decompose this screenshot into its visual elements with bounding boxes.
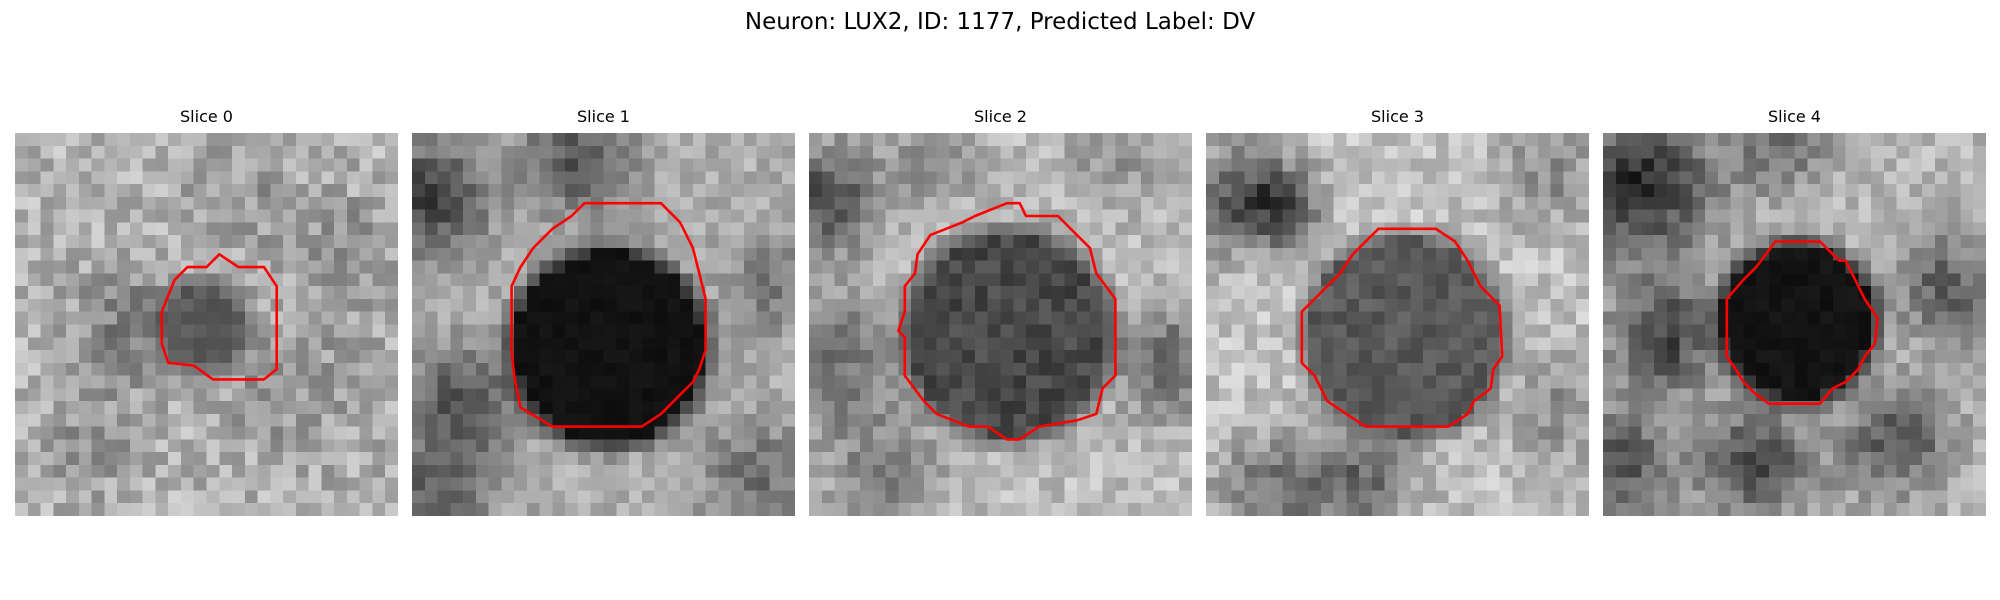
slice-image-1	[412, 133, 795, 516]
segmentation-contour-3	[1300, 227, 1504, 428]
segmentation-contour-1	[510, 201, 707, 428]
slice-title-0: Slice 0	[180, 107, 233, 126]
segmentation-contour-4	[1725, 240, 1879, 406]
slice-title-3: Slice 3	[1371, 107, 1424, 126]
slice-title-1: Slice 1	[577, 107, 630, 126]
slice-title-4: Slice 4	[1768, 107, 1821, 126]
slice-title-2: Slice 2	[974, 107, 1027, 126]
figure-title: Neuron: LUX2, ID: 1177, Predicted Label:…	[744, 9, 1256, 35]
slice-image-3	[1206, 133, 1589, 516]
slice-image-4	[1603, 133, 1986, 516]
segmentation-contour-0	[160, 253, 279, 381]
slice-image-2	[809, 133, 1192, 516]
segmentation-contour-2	[897, 201, 1117, 441]
slice-image-0	[15, 133, 398, 516]
